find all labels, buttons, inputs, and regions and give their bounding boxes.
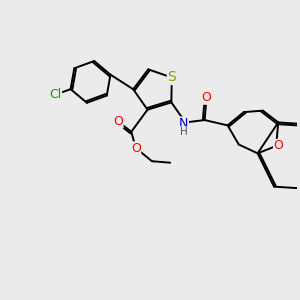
- Text: O: O: [113, 115, 123, 128]
- Text: N: N: [179, 117, 188, 130]
- Text: S: S: [167, 70, 176, 85]
- Text: H: H: [180, 127, 188, 137]
- Text: O: O: [131, 142, 141, 155]
- Text: O: O: [274, 140, 284, 152]
- Text: O: O: [201, 91, 211, 104]
- Text: Cl: Cl: [49, 88, 62, 101]
